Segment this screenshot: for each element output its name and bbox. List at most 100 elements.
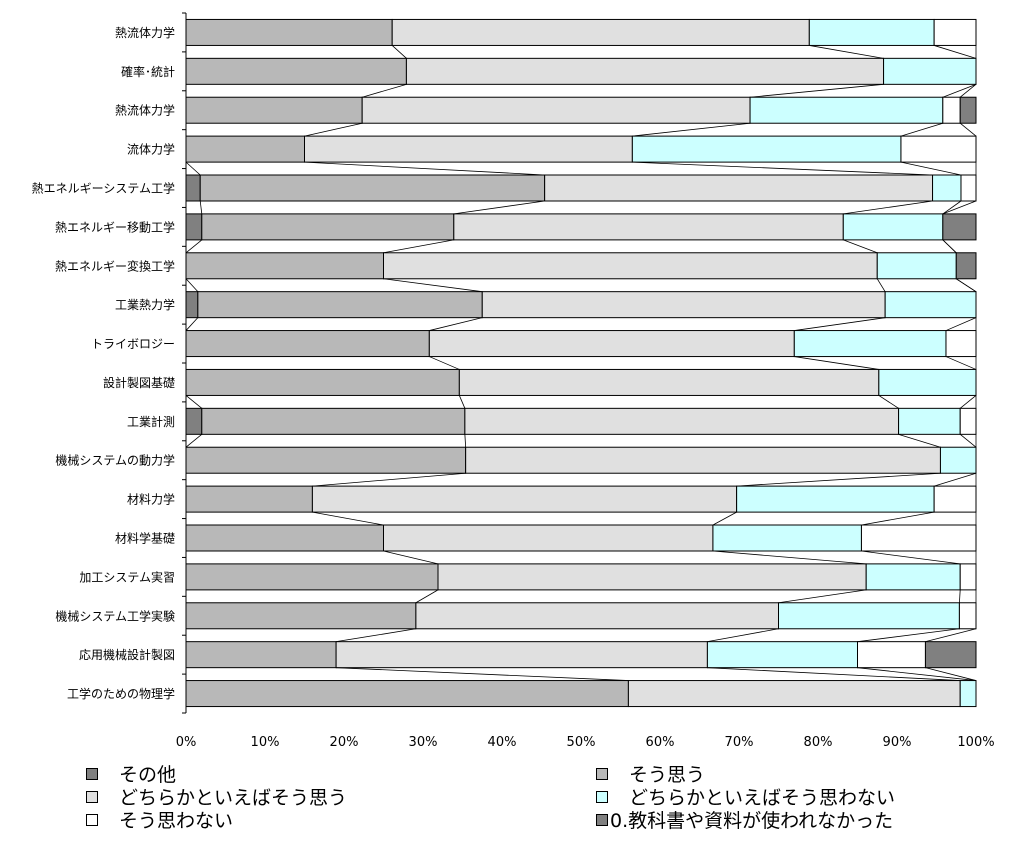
bar-segment — [778, 602, 960, 630]
category-label: 工業計測 — [127, 414, 175, 429]
bar-segment — [311, 485, 738, 513]
x-tick-label: 70% — [725, 735, 754, 750]
series-line — [857, 628, 960, 643]
series-line — [304, 161, 545, 176]
series-line — [312, 472, 466, 487]
bar-segment — [185, 641, 337, 669]
series-line — [185, 278, 199, 292]
bar-segment — [959, 680, 977, 708]
bar-segment — [391, 18, 810, 46]
bar-segment — [865, 563, 961, 591]
series-line — [362, 83, 407, 98]
bar-segment — [437, 563, 867, 591]
bar-segment — [959, 563, 977, 591]
bar-segment — [415, 602, 779, 630]
series-line — [707, 628, 779, 643]
series-line — [900, 161, 962, 176]
bar-segment — [942, 96, 961, 124]
series-line — [925, 667, 977, 681]
category-label: 加工システム実習 — [79, 569, 175, 584]
bar-segment — [458, 368, 880, 396]
legend-label: 0.教科書や資料が使われなかった — [610, 810, 894, 832]
bar-segment — [959, 407, 977, 435]
legend-swatch — [596, 813, 608, 826]
stacked-bar-chart: 熱流体力学確率･統計熱流体力学流体力学熱エネルギーシステム工学熱エネルギー移動工… — [32, 12, 995, 750]
x-tick-label: 30% — [409, 735, 438, 750]
bar-segment — [955, 252, 977, 280]
series-line — [942, 239, 957, 254]
bar-segment — [185, 213, 203, 241]
series-line — [878, 395, 899, 409]
bar-segment — [857, 641, 926, 669]
series-line — [945, 317, 977, 331]
bar-segment — [942, 213, 977, 241]
bar-segment — [201, 213, 455, 241]
series-line — [185, 317, 199, 331]
series-line — [464, 434, 467, 448]
series-line — [959, 84, 977, 98]
series-line — [934, 45, 977, 59]
series-line — [945, 356, 977, 370]
series-line — [707, 667, 961, 681]
category-label: 工業熱力学 — [115, 297, 175, 312]
x-tick-label: 60% — [646, 735, 675, 750]
series-line — [861, 550, 961, 565]
bar-segment — [883, 57, 977, 85]
x-tick-label: 0% — [176, 735, 197, 750]
series-line — [458, 395, 466, 409]
bar-segment — [876, 252, 957, 280]
series-line — [778, 589, 867, 604]
legend-label: どちらかといえばそう思う — [119, 787, 348, 809]
series-line — [429, 317, 483, 331]
series-line — [304, 122, 363, 137]
series-line — [959, 434, 977, 448]
x-tick-label: 20% — [330, 735, 359, 750]
series-line — [843, 200, 933, 215]
bar-segment — [900, 135, 977, 163]
series-line — [736, 472, 941, 487]
series-line — [942, 83, 977, 98]
bar-segment — [749, 96, 944, 124]
category-label: 材料学基礎 — [115, 531, 175, 546]
series-line — [925, 628, 977, 643]
category-label: 熱エネルギー変換工学 — [55, 258, 175, 273]
category-label: 流体力学 — [127, 142, 175, 157]
series-line — [336, 667, 629, 681]
bar-segment — [185, 252, 384, 280]
series-line — [185, 395, 203, 409]
series-line — [415, 589, 439, 604]
bar-segment — [465, 446, 941, 474]
category-label: 熱流体力学 — [115, 25, 175, 40]
bar-segment — [185, 446, 467, 474]
bar-segment — [960, 174, 977, 202]
series-line — [898, 433, 941, 448]
category-label: 熱エネルギーシステム工学 — [32, 181, 175, 196]
series-line — [843, 239, 878, 254]
x-tick-label: 50% — [567, 735, 596, 750]
x-tick-label: 40% — [488, 735, 517, 750]
series-line — [199, 200, 203, 214]
category-label: 確率･統計 — [121, 64, 175, 79]
series-line — [383, 550, 439, 565]
bar-segment — [199, 174, 546, 202]
x-tick-label: 90% — [883, 735, 912, 750]
bar-segment — [185, 680, 629, 708]
bar-segment — [405, 57, 885, 85]
series-line — [959, 122, 977, 137]
series-line — [809, 45, 884, 59]
bar-segment — [185, 174, 201, 202]
bar-segment — [706, 641, 859, 669]
series-line — [794, 317, 886, 331]
bar-segment — [712, 524, 862, 552]
bar-segment — [185, 407, 203, 435]
bar-segment — [453, 213, 844, 241]
series-line — [934, 472, 977, 487]
bar-segment — [185, 563, 439, 591]
category-label: 工学のための物理学 — [67, 686, 175, 701]
series-line — [712, 511, 737, 526]
category-label: 熱流体力学 — [115, 103, 175, 118]
bar-segment — [959, 96, 977, 124]
bar-segment — [464, 407, 900, 435]
category-label: 機械システム工学実験 — [55, 608, 175, 623]
series-line — [900, 122, 943, 137]
